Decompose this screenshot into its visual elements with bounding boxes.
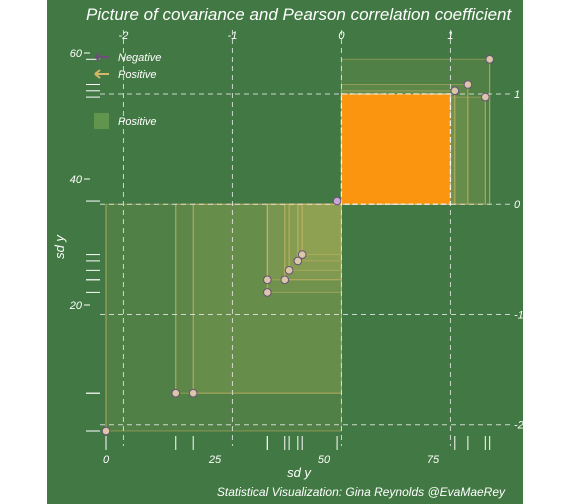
top-z-tick-label: -2 (119, 30, 129, 42)
data-point (172, 389, 180, 397)
top-z-tick-label: 0 (338, 30, 345, 42)
x-axis-label: sd y (287, 465, 312, 480)
x-tick-label: 25 (208, 454, 222, 466)
data-point (264, 289, 272, 297)
right-z-tick-label: -2 (514, 420, 524, 432)
data-point (482, 93, 490, 101)
x-tick-label: 75 (427, 454, 440, 466)
data-point (264, 276, 272, 284)
x-tick-label: 50 (318, 454, 331, 466)
y-axis-label: sd y (52, 234, 67, 259)
x-tick-label: 0 (103, 454, 110, 466)
legend-label: Positive (118, 69, 157, 81)
data-point (102, 427, 110, 435)
data-point (298, 251, 306, 259)
legend-label: Negative (118, 52, 161, 64)
top-z-tick-label: -1 (228, 30, 238, 42)
right-z-tick-label: 0 (514, 199, 521, 211)
data-point (189, 389, 197, 397)
y-tick-label: 20 (69, 300, 83, 312)
legend-label: Positive (118, 116, 157, 128)
standardized-unit-square (341, 94, 450, 204)
data-point (464, 81, 472, 89)
covariance-rect-fill (302, 204, 341, 254)
legend-fill-swatch (94, 113, 109, 129)
right-z-tick-label: -1 (514, 309, 524, 321)
chart-title: Picture of covariance and Pearson correl… (86, 5, 513, 24)
chart-caption: Statistical Visualization: Gina Reynolds… (217, 485, 506, 499)
data-point (333, 197, 341, 205)
y-tick-label: 40 (70, 174, 83, 186)
data-point (281, 276, 289, 284)
right-z-tick-label: 1 (514, 89, 520, 101)
data-point (486, 56, 494, 64)
y-tick-label: 60 (70, 48, 83, 60)
top-z-tick-label: 1 (447, 30, 453, 42)
data-point (285, 267, 293, 275)
data-point (451, 87, 459, 95)
